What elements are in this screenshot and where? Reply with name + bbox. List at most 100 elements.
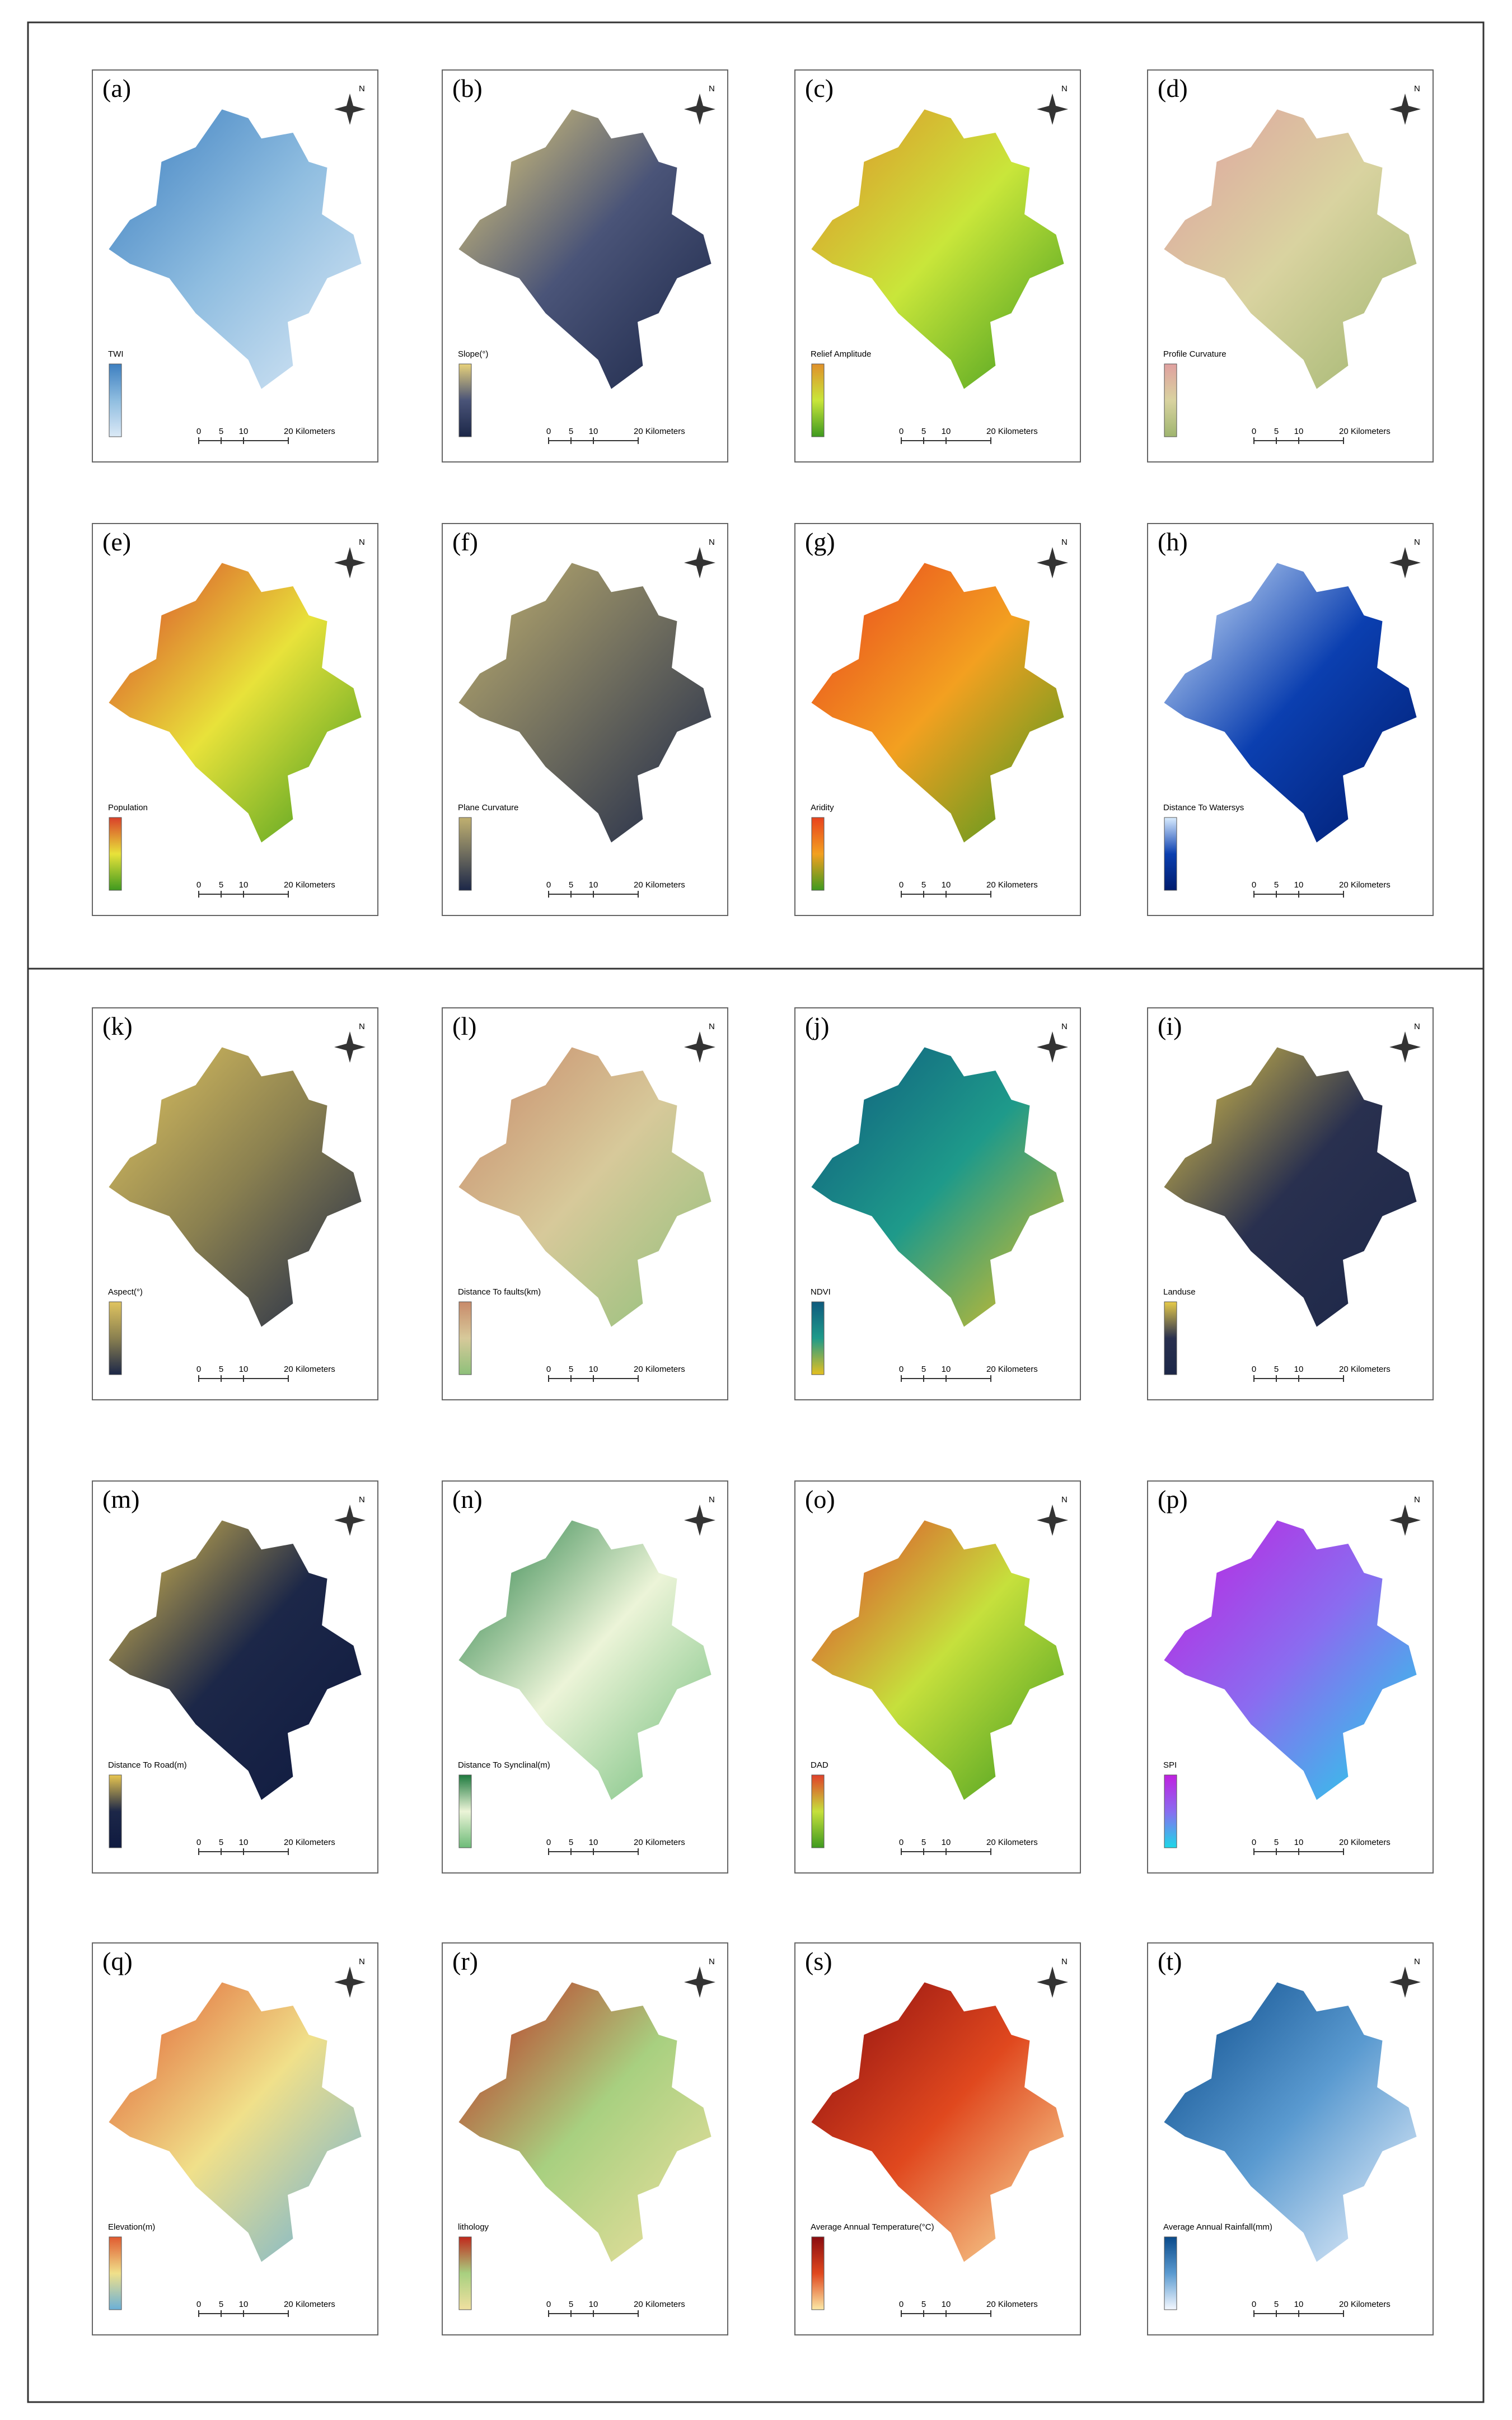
panel-label: (t)	[1158, 1947, 1182, 1975]
scale-label: 5	[921, 1838, 926, 1847]
scale-label: 0	[546, 2300, 551, 2309]
legend-title: Distance To Watersys	[1163, 803, 1244, 812]
panel-label: (b)	[452, 74, 483, 102]
scale-label: 0	[546, 880, 551, 890]
legend-title: DAD	[811, 1760, 828, 1770]
legend-title: Landuse	[1163, 1287, 1196, 1297]
scale-label: 5	[569, 880, 573, 890]
scale-unit: 20 Kilometers	[634, 880, 685, 890]
panel-label: (o)	[805, 1485, 835, 1513]
panel-label: (i)	[1158, 1012, 1182, 1040]
legend-title: NDVI	[811, 1287, 831, 1297]
scale-label: 0	[196, 1365, 201, 1374]
north-arrow	[334, 547, 366, 578]
map-panel: (d) N Profile Curvature 0 5 10 20 Kilometers	[1147, 69, 1434, 462]
north-arrow	[1389, 1031, 1421, 1063]
north-arrow	[1037, 94, 1068, 125]
scale-label: 0	[899, 1365, 904, 1374]
scale-label: 0	[899, 2300, 904, 2309]
north-label: N	[1414, 1495, 1420, 1505]
map-panel: (c) N Relief Amplitude 0 5 10 20 Kilometers	[794, 69, 1081, 462]
map-panel: (e) N Population 0 5 10 20 Kilometers	[92, 523, 378, 916]
map-panel: (o) N DAD 0 5 10 20 Kilometers	[794, 1480, 1081, 1874]
scale-label: 5	[569, 1365, 573, 1374]
scale-label: 5	[921, 880, 926, 890]
scale-label: 0	[1252, 2300, 1256, 2309]
panel-label: (r)	[452, 1947, 478, 1975]
north-arrow	[1037, 1966, 1068, 1998]
study-area-map	[458, 1520, 711, 1800]
scale-unit: 20 Kilometers	[1339, 427, 1391, 436]
scale-label: 10	[589, 1365, 598, 1374]
map-panel: (m) N Distance To Road(m) 0 5 10 20 Kilometers	[92, 1480, 378, 1874]
scale-label: 10	[942, 1365, 951, 1374]
map-panel: (h) N Distance To Watersys 0 5 10 20 Kilometer…	[1147, 523, 1434, 916]
scale-label: 5	[569, 427, 573, 436]
legend-ramp	[109, 1301, 122, 1375]
scale-label: 0	[899, 1838, 904, 1847]
map-panel: (q) N Elevation(m) 0 5 10 20 Kilometers	[92, 1942, 378, 2335]
scale-label: 10	[1294, 427, 1304, 436]
north-arrow	[684, 1966, 715, 1998]
north-arrow	[1037, 1031, 1068, 1063]
north-arrow	[684, 94, 715, 125]
legend-title: Distance To Synclinal(m)	[458, 1760, 550, 1770]
panel-label: (c)	[805, 74, 834, 102]
legend-ramp	[811, 363, 825, 437]
map-panel: (i) N Landuse 0 5 10 20 Kilometers	[1147, 1007, 1434, 1400]
panel-label: (e)	[102, 527, 131, 556]
scale-unit: 20 Kilometers	[634, 1838, 685, 1847]
scale-label: 10	[942, 427, 951, 436]
scale-label: 10	[589, 880, 598, 890]
north-label: N	[359, 1957, 365, 1966]
map-panel: (g) N Aridity 0 5 10 20 Kilometers	[794, 523, 1081, 916]
legend-ramp	[811, 1301, 825, 1375]
north-label: N	[1061, 538, 1068, 547]
north-label: N	[1061, 1957, 1068, 1966]
scale-unit: 20 Kilometers	[986, 880, 1038, 890]
scale-label: 0	[1252, 880, 1256, 890]
legend-title: Profile Curvature	[1163, 349, 1227, 359]
scale-label: 0	[899, 880, 904, 890]
scale-label: 0	[196, 2300, 201, 2309]
scale-label: 0	[546, 1838, 551, 1847]
study-area-map	[1164, 563, 1417, 843]
north-label: N	[709, 1022, 715, 1031]
study-area-map	[109, 1982, 362, 2262]
scale-unit: 20 Kilometers	[1339, 880, 1391, 890]
scale-label: 5	[921, 427, 926, 436]
scale-label: 5	[219, 427, 223, 436]
north-arrow	[684, 547, 715, 578]
map-panel: (f) N Plane Curvature 0 5 10 20 Kilometers	[442, 523, 728, 916]
panel-label: (m)	[102, 1485, 139, 1513]
study-area-map	[458, 1047, 711, 1327]
study-area-map	[811, 109, 1064, 389]
north-arrow	[334, 1966, 366, 1998]
map-panel: (j) N NDVI 0 5 10 20 Kilometers	[794, 1007, 1081, 1400]
scale-label: 10	[942, 1838, 951, 1847]
map-panel: (b) N Slope(°) 0 5 10 20 Kilometers	[442, 69, 728, 462]
study-area-map	[109, 109, 362, 389]
study-area-map	[458, 1982, 711, 2262]
scale-label: 10	[239, 880, 249, 890]
scale-label: 10	[589, 427, 598, 436]
panel-label: (p)	[1158, 1485, 1188, 1513]
north-label: N	[359, 84, 365, 94]
north-arrow	[1389, 1966, 1421, 1998]
north-label: N	[1414, 84, 1420, 94]
map-panel: (p) N SPI 0 5 10 20 Kilometers	[1147, 1480, 1434, 1874]
scale-label: 0	[1252, 1365, 1256, 1374]
map-panel: (n) N Distance To Synclinal(m) 0 5 10 20 Kilom…	[442, 1480, 728, 1874]
north-arrow	[1389, 94, 1421, 125]
scale-unit: 20 Kilometers	[1339, 1365, 1391, 1374]
study-area-map	[811, 1520, 1064, 1800]
scale-label: 5	[1274, 2300, 1279, 2309]
scale-label: 10	[1294, 2300, 1304, 2309]
legend-ramp	[458, 1301, 472, 1375]
north-arrow	[334, 1505, 366, 1536]
legend-ramp	[811, 817, 825, 891]
scale-unit: 20 Kilometers	[634, 1365, 685, 1374]
legend-title: Aspect(°)	[108, 1287, 143, 1297]
scale-label: 10	[239, 2300, 249, 2309]
